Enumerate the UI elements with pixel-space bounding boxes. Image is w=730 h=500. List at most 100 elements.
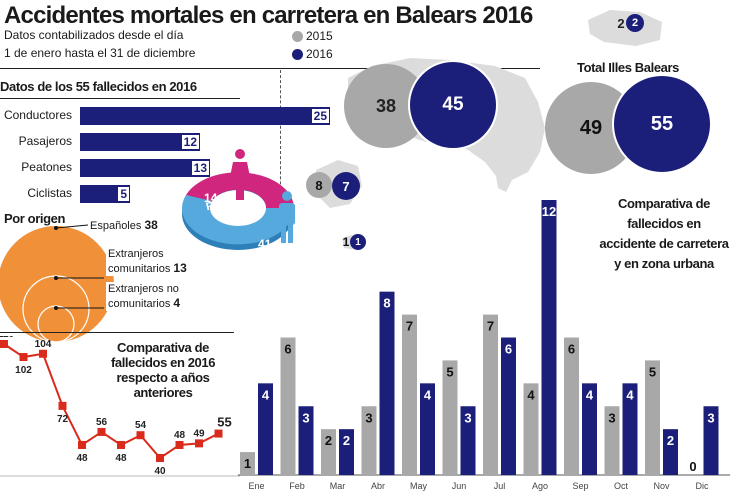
- line-point: [97, 427, 106, 436]
- origen-divider: [0, 332, 234, 333]
- bar-value: 25: [311, 109, 329, 123]
- bar-value-label-2016: 12: [542, 204, 556, 219]
- bar-2015: [442, 360, 458, 475]
- bar: 12: [80, 133, 200, 151]
- line-point: [136, 431, 145, 440]
- origen-espanoles-text: Españoles: [90, 220, 142, 232]
- bar-value-label-2015: 7: [406, 319, 413, 334]
- mallorca-2016-value: 45: [442, 94, 464, 115]
- bar-2016: [582, 383, 597, 475]
- bar-label: Pasajeros: [18, 134, 72, 148]
- menorca-2015-value: 2: [617, 15, 625, 31]
- male-icon: [279, 191, 295, 243]
- origen-comunitarios-label: Extranjeros comunitarios 13: [106, 247, 189, 276]
- bar-chart-tick-label: Feb: [289, 481, 305, 491]
- mallorca-tip: [496, 176, 512, 192]
- bar-2016: [622, 383, 638, 475]
- mallorca-2015-value: 38: [375, 95, 397, 116]
- bar-value: 12: [181, 135, 199, 149]
- line-value-label: 102: [15, 365, 32, 376]
- bar-value-label-2016: 3: [302, 410, 309, 425]
- origen-no-comunitarios-label: Extranjeros no comunitarios 4: [106, 282, 183, 311]
- formentera-2015-value: 1: [342, 235, 350, 249]
- bar: 25: [80, 107, 330, 125]
- bar-2016: [298, 406, 314, 475]
- origen-comunitarios-value: 13: [173, 261, 187, 275]
- line-value-label: 110: [0, 336, 15, 340]
- line-chart-title: Comparativa de fallecidos en 2016 respec…: [110, 340, 216, 400]
- bar-chart-tick-label: Abr: [371, 481, 385, 491]
- formentera-2016-bubble: 1: [350, 234, 366, 250]
- total-2016-value: 55: [650, 112, 674, 135]
- line-point: [117, 440, 125, 449]
- bar-value-label-2015: 3: [365, 410, 372, 425]
- total-2016-bubble: 55: [612, 74, 712, 174]
- bar: 13: [80, 159, 210, 177]
- subtitle-line-1: Datos contabilizados desde el día: [4, 28, 184, 42]
- formentera-2016-value: 1: [355, 236, 361, 248]
- menorca-2015-value-bubble: 2: [614, 15, 628, 31]
- sexo-mujeres-value: 14: [204, 191, 218, 205]
- line-value-label: 56: [96, 417, 108, 428]
- bar-value: 5: [118, 187, 129, 201]
- bar-value-label-2015: 3: [608, 410, 615, 425]
- bar-2015: [564, 337, 579, 475]
- legend-2016: 2016: [292, 47, 333, 61]
- bar-2015: [321, 429, 336, 475]
- bar-label: Peatones: [21, 160, 72, 174]
- origen-circles: [0, 224, 114, 342]
- origen-espanoles-value: 38: [144, 218, 158, 232]
- bar-2015: [280, 337, 296, 475]
- bar-2015: [604, 406, 620, 475]
- line-chart: 110 102 104 72 48 56 48 54 40 48 49 55: [0, 336, 240, 477]
- bar-2015: [523, 383, 539, 475]
- bar-2016: [541, 200, 557, 475]
- line-point: [78, 440, 86, 449]
- bar-2016: [663, 429, 678, 475]
- line-point: [58, 401, 67, 410]
- header-divider: [0, 68, 540, 69]
- donut-hole: [210, 190, 266, 226]
- fallecidos-title: Datos de los 55 fallecidos en 2016: [0, 79, 197, 94]
- bar-value-label-2015: 4: [527, 387, 535, 402]
- donut-hombres-slice: [182, 195, 295, 245]
- bar-value-label-2015: 7: [487, 319, 494, 334]
- bar-label: Conductores: [3, 108, 72, 122]
- bar-chart-tick-label: Nov: [653, 481, 670, 491]
- bar-chart-tick-label: Dic: [696, 481, 709, 491]
- bars-reference-line: [280, 70, 281, 230]
- line-point: [156, 454, 164, 462]
- bar: 5: [80, 185, 130, 203]
- line-value-label: 72: [57, 414, 69, 425]
- origen-no-comunitarios-value: 4: [173, 296, 181, 310]
- line-value-label: 40: [154, 466, 166, 477]
- bar-value-label-2015: 6: [568, 342, 575, 357]
- bar-chart-tick-label: Ene: [248, 481, 264, 491]
- line-value-label: 104: [35, 339, 52, 350]
- bar-chart-tick-label: Mar: [330, 481, 346, 491]
- bar-2016: [460, 406, 476, 475]
- bar-value-label-2015: 0: [689, 459, 696, 474]
- legend-2016-swatch: [292, 48, 303, 60]
- bar-value-label-2016: 8: [383, 296, 390, 311]
- bar-value: 13: [191, 161, 209, 175]
- line-point: [195, 439, 203, 448]
- bar-chart-tick-label: Ago: [532, 481, 548, 491]
- bar-value-label-2016: 3: [707, 410, 714, 425]
- bar-value-label-2016: 3: [464, 410, 471, 425]
- bar-label: Ciclistas: [27, 186, 72, 200]
- ibiza-2015-value: 8: [315, 177, 323, 193]
- total-2015-value: 49: [579, 116, 603, 139]
- bar-value-label-2016: 2: [667, 433, 674, 448]
- bar-value-label-2016: 4: [626, 387, 634, 402]
- bar-2016: [258, 383, 273, 475]
- origen-no-comunitarios-text-1: Extranjeros no: [108, 283, 179, 295]
- line-value-label: 49: [193, 428, 205, 439]
- bar-2015: [645, 360, 660, 475]
- bar-value-label-2015: 1: [244, 456, 251, 471]
- bar-value-label-2016: 4: [424, 387, 432, 402]
- bar-chart-tick-label: Jun: [452, 481, 467, 491]
- line-value-label: 54: [135, 420, 147, 431]
